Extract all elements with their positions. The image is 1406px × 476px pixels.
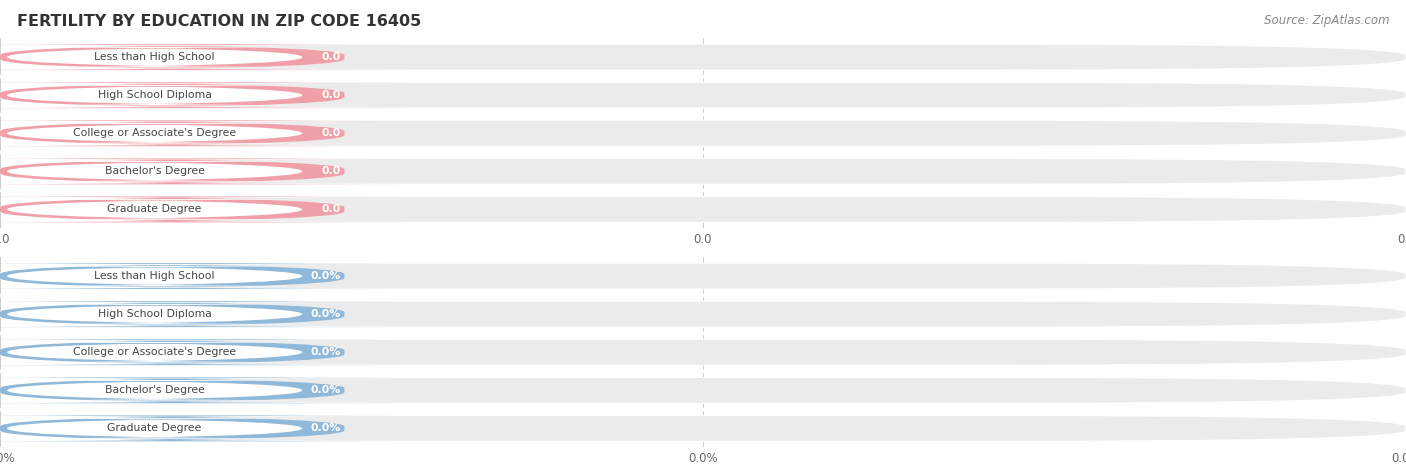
FancyBboxPatch shape [0, 304, 387, 325]
Text: 0.0: 0.0 [321, 128, 340, 139]
FancyBboxPatch shape [0, 197, 1406, 222]
FancyBboxPatch shape [0, 47, 387, 68]
FancyBboxPatch shape [0, 82, 1406, 108]
FancyBboxPatch shape [0, 82, 406, 108]
FancyBboxPatch shape [0, 377, 406, 403]
FancyBboxPatch shape [0, 44, 1406, 70]
FancyBboxPatch shape [0, 161, 387, 182]
FancyBboxPatch shape [0, 301, 406, 327]
Text: 0.0%: 0.0% [309, 347, 340, 357]
Text: 0.0%: 0.0% [309, 271, 340, 281]
FancyBboxPatch shape [0, 123, 387, 144]
Text: 0.0: 0.0 [321, 204, 340, 215]
Text: Bachelor's Degree: Bachelor's Degree [104, 166, 205, 177]
FancyBboxPatch shape [0, 380, 387, 401]
FancyBboxPatch shape [0, 416, 1406, 441]
Text: College or Associate's Degree: College or Associate's Degree [73, 128, 236, 139]
Text: Graduate Degree: Graduate Degree [107, 204, 202, 215]
Text: 0.0: 0.0 [321, 90, 340, 100]
Text: 0.0%: 0.0% [309, 423, 340, 434]
FancyBboxPatch shape [0, 120, 406, 146]
Text: Source: ZipAtlas.com: Source: ZipAtlas.com [1264, 14, 1389, 27]
FancyBboxPatch shape [0, 159, 1406, 184]
FancyBboxPatch shape [0, 266, 387, 287]
Text: College or Associate's Degree: College or Associate's Degree [73, 347, 236, 357]
Text: High School Diploma: High School Diploma [98, 90, 211, 100]
FancyBboxPatch shape [0, 342, 387, 363]
FancyBboxPatch shape [0, 120, 1406, 146]
FancyBboxPatch shape [0, 301, 1406, 327]
Text: FERTILITY BY EDUCATION IN ZIP CODE 16405: FERTILITY BY EDUCATION IN ZIP CODE 16405 [17, 14, 422, 30]
Text: 0.0: 0.0 [321, 52, 340, 62]
FancyBboxPatch shape [0, 339, 406, 365]
Text: 0.0%: 0.0% [309, 309, 340, 319]
Text: High School Diploma: High School Diploma [98, 309, 211, 319]
FancyBboxPatch shape [0, 339, 1406, 365]
FancyBboxPatch shape [0, 159, 406, 184]
FancyBboxPatch shape [0, 416, 406, 441]
FancyBboxPatch shape [0, 85, 387, 106]
Text: 0.0: 0.0 [321, 166, 340, 177]
FancyBboxPatch shape [0, 263, 406, 289]
Text: Graduate Degree: Graduate Degree [107, 423, 202, 434]
FancyBboxPatch shape [0, 263, 1406, 289]
FancyBboxPatch shape [0, 44, 406, 70]
FancyBboxPatch shape [0, 199, 387, 220]
FancyBboxPatch shape [0, 377, 1406, 403]
FancyBboxPatch shape [0, 418, 387, 439]
Text: Bachelor's Degree: Bachelor's Degree [104, 385, 205, 396]
Text: Less than High School: Less than High School [94, 271, 215, 281]
Text: 0.0%: 0.0% [309, 385, 340, 396]
FancyBboxPatch shape [0, 197, 406, 222]
Text: Less than High School: Less than High School [94, 52, 215, 62]
